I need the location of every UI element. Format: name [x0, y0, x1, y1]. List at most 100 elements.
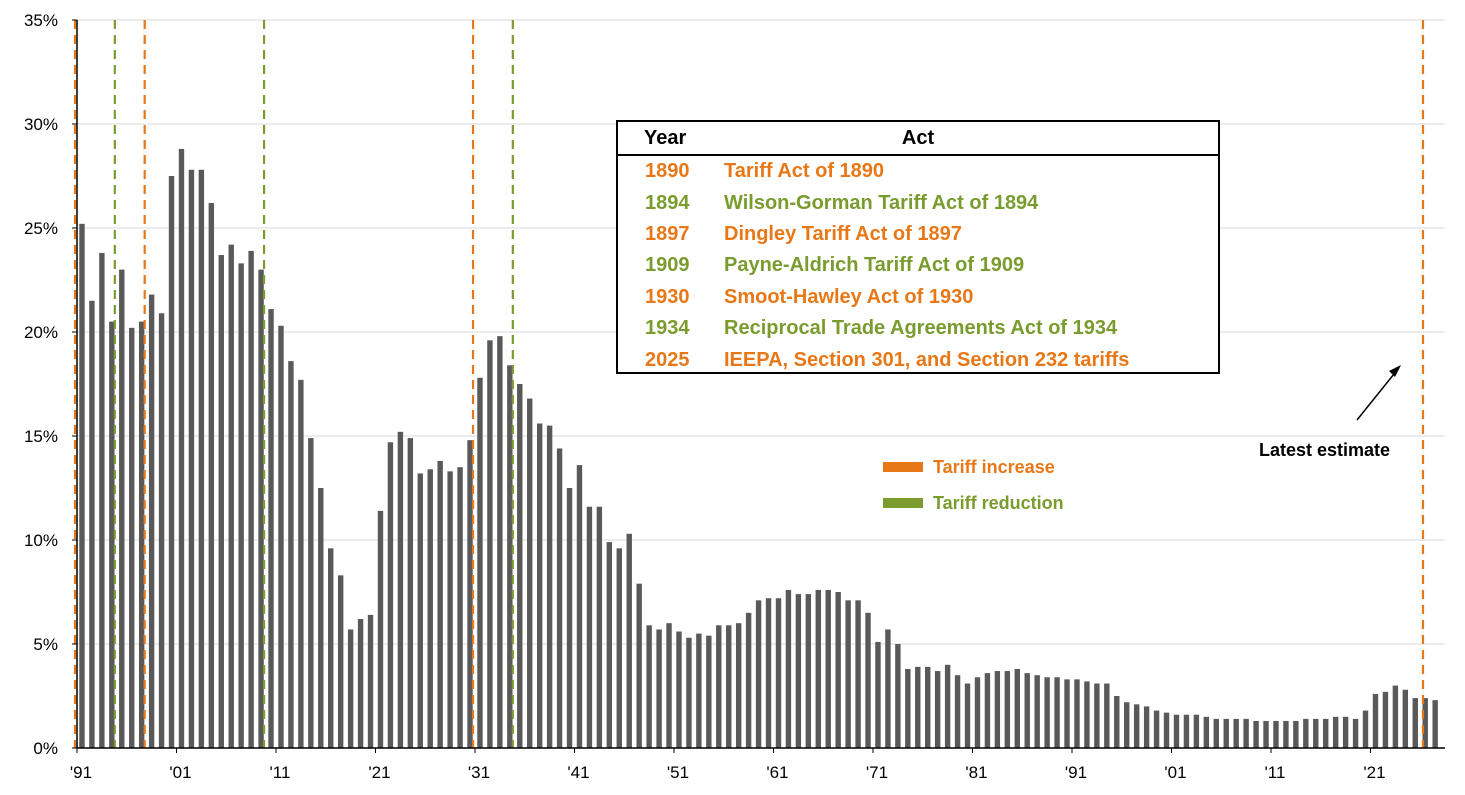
bar: [964, 683, 971, 748]
bar: [198, 169, 205, 748]
x-tick-label: '11: [270, 763, 291, 782]
y-tick-label: 5%: [33, 635, 58, 654]
bar: [1372, 693, 1379, 748]
bar: [497, 336, 503, 748]
bar: [437, 460, 443, 748]
acts-table: Year Act 1890 Tariff Act of 1890 1894 Wilso…: [616, 120, 1220, 374]
bar: [387, 442, 394, 748]
acts-table-row: 1897 Dingley Tariff Act of 1897: [618, 219, 1218, 250]
latest-estimate-label: Latest estimate: [1259, 440, 1391, 460]
bar: [895, 644, 901, 748]
act-year: 1909: [645, 254, 690, 277]
bar: [765, 598, 772, 748]
bar: [984, 673, 991, 748]
bar: [706, 635, 712, 748]
bar: [735, 623, 742, 748]
bar: [1173, 714, 1180, 748]
x-tick-label: '01: [1164, 763, 1186, 782]
bar: [994, 671, 1001, 748]
bar: [885, 629, 891, 748]
tick-labels: 0% 5% 10% 15% 20% 25% 30% 35% '91 '01 '11 '21 '31 '41…: [24, 11, 1386, 782]
bar: [1352, 718, 1359, 748]
bar: [248, 250, 254, 748]
y-tick-label: 30%: [24, 115, 58, 134]
bar: [178, 148, 185, 748]
bar: [487, 340, 493, 748]
bar: [716, 625, 722, 748]
act-name: Payne-Aldrich Tariff Act of 1909: [724, 254, 1025, 277]
bar: [1163, 712, 1170, 748]
x-tick-label: '61: [766, 763, 788, 782]
bar: [109, 321, 115, 748]
bar: [974, 677, 981, 748]
bar: [1392, 685, 1399, 748]
bar: [298, 379, 304, 748]
bar: [1422, 698, 1428, 748]
act-name: Tariff Act of 1890: [724, 160, 885, 183]
acts-table-row: 1894 Wilson-Gorman Tariff Act of 1894: [618, 187, 1218, 218]
y-tick-label: 10%: [24, 531, 58, 550]
bar: [238, 263, 244, 748]
x-tick-label: '01: [169, 763, 191, 782]
acts-table-row: 1890 Tariff Act of 1890: [618, 156, 1218, 187]
bar: [1034, 675, 1040, 748]
bar: [218, 255, 224, 749]
acts-table-row: 1909 Payne-Aldrich Tariff Act of 1909: [618, 250, 1218, 281]
bar: [1283, 720, 1289, 748]
act-name: IEEPA, Section 301, and Section 232 tari…: [724, 348, 1130, 371]
bar: [586, 506, 593, 748]
bar: [1143, 706, 1150, 748]
bar: [377, 510, 384, 748]
bar: [626, 533, 632, 748]
bar: [875, 641, 881, 748]
bar: [1402, 689, 1409, 748]
bar: [1074, 679, 1080, 748]
bar: [427, 469, 433, 748]
bar: [596, 506, 603, 748]
bar: [1303, 718, 1309, 748]
bar: [1412, 698, 1418, 748]
bar: [1024, 673, 1030, 748]
bar: [158, 313, 165, 748]
legend-swatch-increase: [883, 462, 923, 472]
x-tick-label: '31: [468, 763, 490, 782]
arrow-line: [1356, 368, 1399, 421]
bar: [536, 423, 543, 748]
bar: [148, 294, 155, 748]
bar: [1104, 683, 1110, 748]
bar: [328, 548, 334, 748]
bar: [278, 325, 284, 748]
bar: [129, 327, 135, 748]
bar: [915, 666, 921, 748]
x-tick-label: '21: [1363, 763, 1385, 782]
bar: [905, 668, 911, 748]
bar: [1332, 716, 1339, 748]
bar: [1094, 683, 1100, 748]
legend: Tariff increase Tariff reduction: [883, 455, 1064, 527]
bar: [815, 589, 821, 748]
bar: [318, 488, 324, 748]
bar: [1004, 671, 1011, 748]
bar: [546, 425, 553, 748]
bar: [1223, 718, 1229, 748]
bar: [527, 398, 533, 748]
legend-swatch-reduction: [883, 498, 923, 508]
bar: [1064, 679, 1070, 748]
bar: [636, 583, 642, 748]
bar: [79, 223, 85, 749]
y-tick-label: 20%: [24, 323, 58, 342]
bar: [795, 594, 802, 748]
bar: [785, 589, 792, 748]
bar: [944, 664, 951, 748]
bar: [517, 384, 523, 748]
bar: [188, 169, 195, 748]
bar: [576, 465, 583, 748]
acts-table-row: 1934 Reciprocal Trade Agreements Act of 1…: [618, 313, 1218, 344]
legend-label-reduction: Tariff reduction: [933, 492, 1064, 513]
legend-item-reduction: Tariff reduction: [883, 491, 1064, 515]
act-year: 1930: [645, 285, 690, 308]
header-act: Act: [901, 126, 935, 149]
latest-estimate-arrow: [1356, 365, 1401, 421]
bar: [347, 629, 354, 748]
bar: [119, 269, 125, 748]
